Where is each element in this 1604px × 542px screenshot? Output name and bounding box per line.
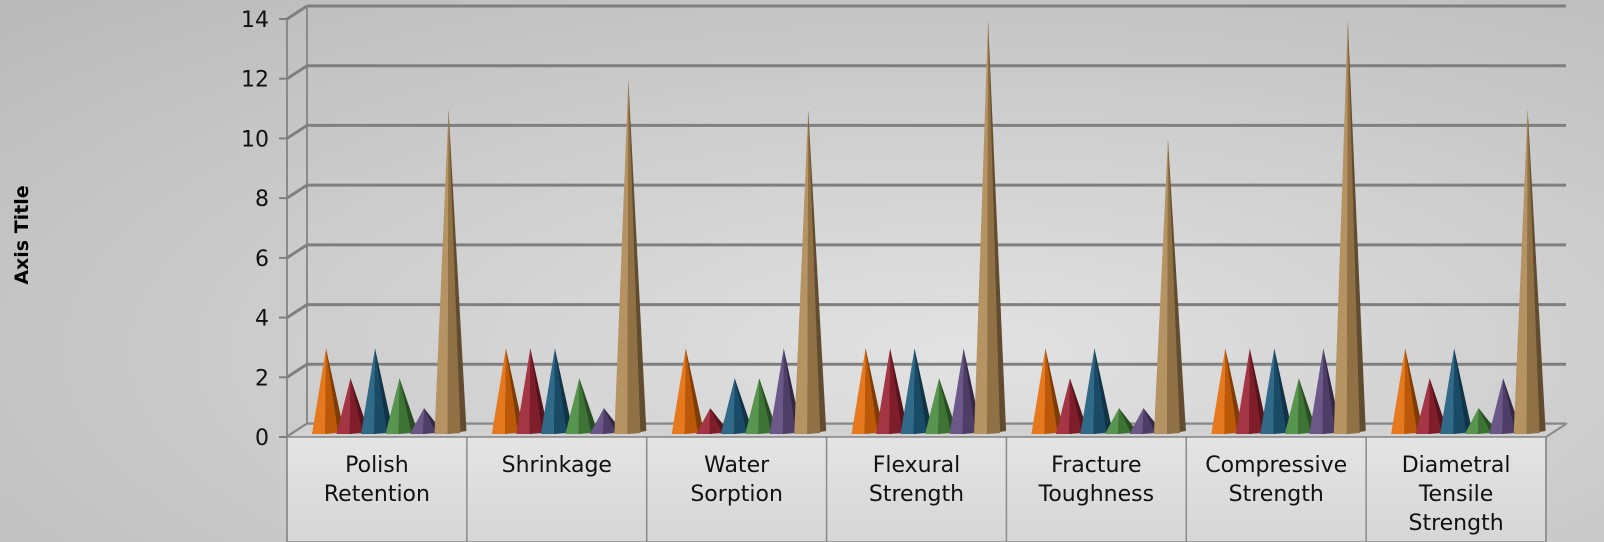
gridline-side — [286, 243, 308, 260]
bar — [1333, 20, 1366, 434]
bar — [491, 348, 524, 434]
bar — [974, 20, 1007, 434]
pyramid-bars — [312, 20, 1546, 435]
bar — [1513, 109, 1546, 435]
bar — [720, 378, 753, 434]
y-tick-label: 2 — [255, 366, 269, 391]
bar — [434, 109, 467, 435]
x-tick-label: Polish Retention — [324, 453, 430, 507]
y-tick-label: 14 — [241, 8, 269, 33]
category-table — [286, 436, 1547, 542]
bar — [589, 408, 622, 434]
bar — [1055, 378, 1088, 434]
y-tick-label: 4 — [255, 307, 269, 332]
x-tick-label: Diametral Tensile Strength — [1402, 453, 1511, 536]
gridline-side — [286, 64, 308, 80]
series-3 — [361, 348, 1473, 434]
y-tick-label: 12 — [241, 68, 269, 93]
bar — [516, 348, 549, 434]
bar — [1391, 348, 1424, 434]
bar — [385, 378, 418, 434]
x-tick-label: Shrinkage — [502, 453, 612, 478]
bar — [851, 348, 884, 434]
gridline-side — [286, 124, 308, 140]
gridlines — [286, 4, 1566, 439]
bar — [1031, 348, 1064, 434]
gridline-side — [286, 363, 308, 379]
x-axis-labels: Polish Retention Shrinkage Water Sorption Fle… — [324, 453, 1511, 536]
bar — [1440, 348, 1473, 434]
bar — [361, 348, 393, 434]
x-tick-label: Water Sorption — [690, 453, 783, 507]
y-axis-ticks: 0 2 4 6 8 10 12 14 — [241, 8, 287, 451]
plot-walls — [286, 6, 308, 437]
bar — [794, 109, 827, 435]
series-6 — [434, 20, 1546, 435]
bar — [1104, 408, 1137, 434]
x-tick-label: Flexural Strength — [869, 453, 964, 507]
category-floor — [284, 423, 1569, 542]
gridline-side — [286, 183, 308, 200]
x-tick-label: Compressive Strength — [1205, 453, 1347, 507]
bar — [671, 348, 704, 434]
floor-right-edge — [1545, 423, 1567, 438]
bar — [540, 348, 573, 434]
y-tick-label: 10 — [241, 127, 269, 152]
gridline-side — [286, 4, 308, 21]
bar — [565, 378, 598, 434]
bar — [1260, 348, 1293, 434]
y-tick-label: 6 — [255, 247, 269, 272]
y-tick-label: 0 — [255, 426, 269, 451]
bar — [1153, 139, 1186, 434]
bar — [1211, 348, 1244, 434]
gridline-side — [286, 303, 308, 319]
x-tick-label: Fracture Toughness — [1038, 453, 1154, 507]
series-4 — [385, 378, 1497, 434]
series-1 — [312, 348, 1424, 434]
bar — [614, 79, 647, 434]
bar — [1235, 348, 1268, 434]
bar — [1080, 348, 1113, 434]
series-2 — [336, 348, 1448, 434]
bar — [876, 348, 909, 434]
bar — [312, 348, 344, 434]
y-tick-label: 8 — [255, 187, 269, 212]
bar — [900, 348, 933, 434]
